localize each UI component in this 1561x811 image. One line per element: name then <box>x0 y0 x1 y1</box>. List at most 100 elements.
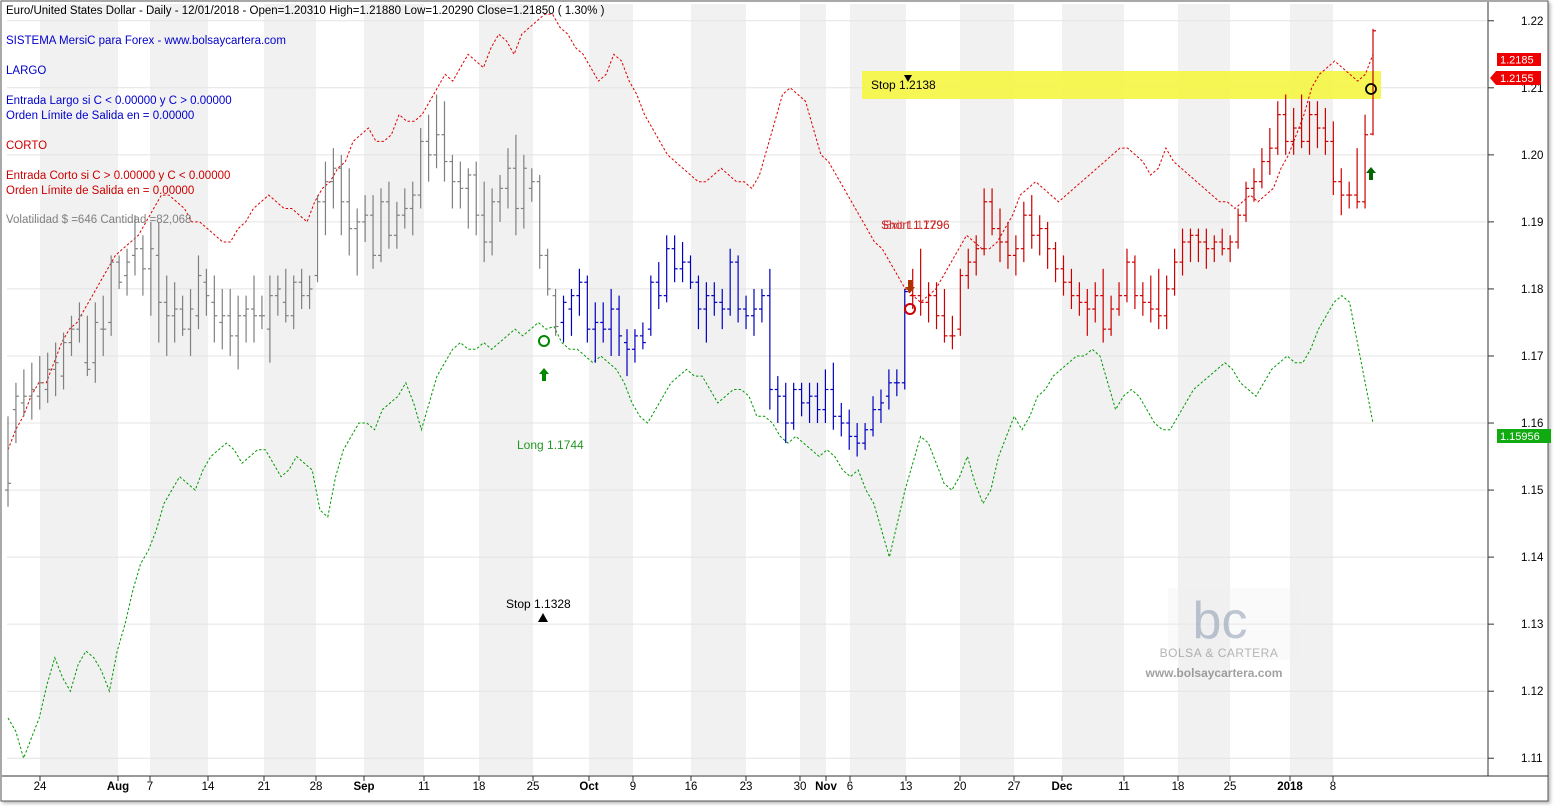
x-tick-label: Dec <box>1051 781 1073 793</box>
ohlc-bar <box>885 369 892 410</box>
price-tag-2: 1.2155 <box>1490 71 1541 85</box>
ohlc-bar <box>211 275 218 343</box>
ohlc-bar <box>504 148 511 209</box>
ohlc-bar <box>354 208 361 276</box>
ohlc-bar <box>1322 107 1329 155</box>
ohlc-bar <box>457 161 464 209</box>
ohlc-bar <box>147 221 154 316</box>
ohlc-bar <box>1282 94 1289 155</box>
ohlc-bar <box>1092 282 1099 323</box>
ohlc-bar <box>187 288 194 356</box>
ohlc-bar <box>92 302 99 383</box>
ohlc-bar <box>1179 228 1186 276</box>
ohlc-bar <box>100 295 107 356</box>
stop-bottom-marker-icon <box>538 613 548 622</box>
ohlc-bar <box>1258 148 1265 189</box>
ohlc-bar <box>306 275 313 310</box>
ohlc-bar <box>854 423 861 457</box>
ohlc-bar <box>893 369 900 397</box>
x-tick-label: Oct <box>579 781 598 793</box>
x-tick-label: 16 <box>685 781 698 793</box>
ohlc-bar <box>1211 235 1218 263</box>
x-tick-label: 28 <box>310 781 323 793</box>
price-tag-3-text: 1.15956 <box>1500 431 1540 443</box>
ohlc-bar <box>766 268 773 410</box>
long-entry-label: Long 1.1744 <box>517 438 584 452</box>
ohlc-bar <box>322 161 329 236</box>
y-tick-label: 1.22 <box>1521 16 1543 28</box>
ohlc-bar <box>560 295 567 343</box>
ohlc-bar <box>20 369 27 417</box>
x-tick-label: 20 <box>954 781 967 793</box>
x-tick-label: 9 <box>630 781 636 793</box>
ohlc-bar <box>362 195 369 243</box>
stop-highlight-band <box>862 71 1381 99</box>
ohlc-bar <box>687 255 694 289</box>
ohlc-bar <box>1354 148 1361 209</box>
ohlc-bar <box>1306 101 1313 155</box>
ohlc-bar <box>512 134 519 236</box>
ohlc-bar <box>1116 282 1123 316</box>
ohlc-bar <box>377 188 384 263</box>
ohlc-bar <box>330 148 337 209</box>
long-arrow-up-icon <box>539 368 549 381</box>
lower-band-line <box>7 294 1374 760</box>
y-axis: 1.22 1.21 1.20 1.19 1.18 1.17 1.16 1.15 1.14 1.13… <box>1488 16 1544 765</box>
ohlc-bar <box>481 181 488 263</box>
x-tick-label: 23 <box>740 781 753 793</box>
ohlc-bar <box>830 362 837 430</box>
ohlc-bar <box>76 302 83 343</box>
ohlc-bar <box>1219 228 1226 256</box>
ohlc-bar <box>1060 255 1067 296</box>
watermark-url: www.bolsaycartera.com <box>1145 666 1283 680</box>
ohlc-bar <box>266 275 273 363</box>
ohlc-bar <box>298 268 305 310</box>
ohlc-bar <box>1235 208 1242 249</box>
ohlc-bar <box>1012 235 1019 276</box>
price-tag-3: 1.15956 <box>1497 429 1551 443</box>
x-tick-label: 6 <box>847 781 853 793</box>
ohlc-bar <box>28 362 35 420</box>
ohlc-bar <box>290 275 297 330</box>
ohlc-bar <box>774 376 781 424</box>
system-label: SISTEMA MersiC para Forex - www.bolsayca… <box>6 35 286 47</box>
x-tick-label: 14 <box>202 781 215 793</box>
y-tick-label: 1.15 <box>1521 485 1543 497</box>
x-axis: 24 Aug 7 14 21 28 Sep 11 18 25 Oct 9 16 23 30 Nov 6 13 20 2… <box>34 776 1336 793</box>
y-tick-label: 1.11 <box>1521 753 1543 765</box>
ohlc-bar <box>1028 195 1035 249</box>
watermark-logo: bc <box>1193 592 1248 650</box>
ohlc-bar <box>735 255 742 323</box>
y-tick-label: 1.14 <box>1521 552 1544 564</box>
week-band <box>1062 4 1124 775</box>
ohlc-bar <box>52 342 59 397</box>
ohlc-bar <box>219 288 226 350</box>
ohlc-bar <box>139 235 146 296</box>
ohlc-bar <box>1243 181 1250 222</box>
ohlc-bar <box>1163 275 1170 330</box>
ohlc-bar <box>1187 228 1194 263</box>
ohlc-bar <box>36 355 43 410</box>
short-entry-label: Short 1.1796 <box>881 218 950 232</box>
chart-title: Euro/United States Dollar - Daily - 12/0… <box>6 5 605 17</box>
price-tag-2-text: 1.2155 <box>1500 73 1534 85</box>
ohlc-bar <box>60 332 67 390</box>
ohlc-bar <box>163 275 170 356</box>
ohlc-bar <box>647 275 654 336</box>
ohlc-bar <box>727 248 734 316</box>
week-band <box>479 4 533 775</box>
ohlc-bar <box>1108 295 1115 336</box>
x-tick-label: 21 <box>258 781 271 793</box>
ohlc-bar <box>1362 114 1369 209</box>
ohlc-bar <box>838 402 845 437</box>
ohlc-bar <box>393 201 400 249</box>
ohlc-bar <box>124 248 131 296</box>
stop-top-marker-icon <box>904 75 912 82</box>
ohlc-bar <box>227 288 234 356</box>
price-tag-1-text: 1.2185 <box>1500 55 1534 67</box>
ohlc-bar <box>243 295 250 343</box>
ohlc-bar <box>1044 221 1051 269</box>
ohlc-bar <box>1266 128 1273 175</box>
exit-arrow-up-icon <box>1366 167 1376 180</box>
ohlc-bar <box>624 329 631 377</box>
